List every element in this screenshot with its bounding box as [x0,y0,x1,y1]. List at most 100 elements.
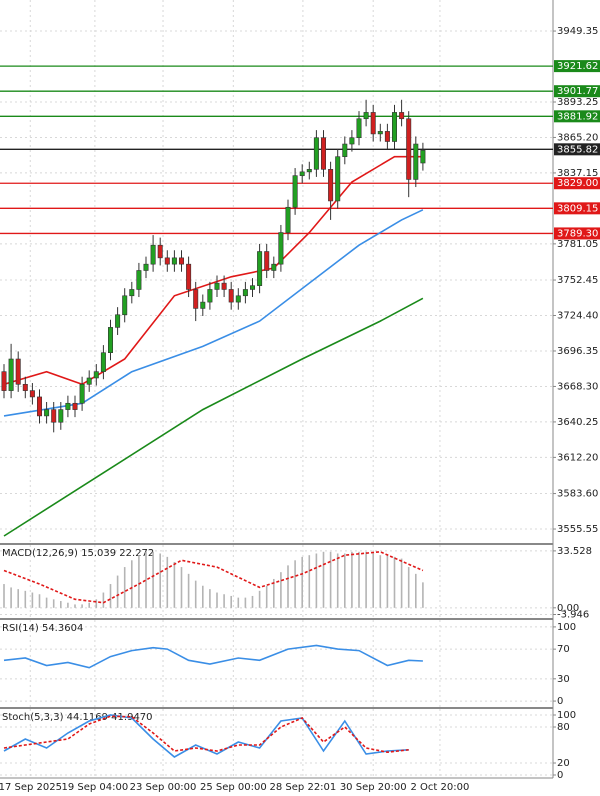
histogram-bar [422,582,424,608]
histogram-bar [393,556,396,608]
candle-body [72,402,78,410]
histogram-bar [81,604,83,608]
candle-body [271,263,277,271]
y-tick-label: 100 [557,710,576,721]
histogram-bar [230,595,232,608]
panel-title: RSI(14) 54.3604 [2,623,83,634]
histogram-bar [123,567,126,608]
y-tick-label: 3612.20 [557,452,598,463]
histogram-bar [52,599,55,608]
candle-body [264,251,270,271]
y-tick-label: 3865.20 [557,132,598,143]
histogram-bar [194,580,197,608]
candle-body [299,171,305,176]
candle-body [86,377,92,385]
candle-body [399,112,405,120]
candle-body [207,289,213,303]
histogram-bar [301,556,303,608]
candle-body [235,295,241,303]
level-label-box [554,143,600,156]
histogram-bar [223,594,225,608]
histogram-bar [258,590,261,608]
candle-body [228,289,234,303]
histogram-bar [372,553,374,608]
indicator-line [3,297,424,537]
candle-body [200,301,206,309]
candle-body [44,409,50,417]
y-tick-label: 3696.35 [557,346,598,357]
candle-body [51,409,57,423]
candle-body [257,251,263,286]
histogram-bar [294,560,296,608]
candle-body [122,295,128,316]
candle-body [164,257,170,265]
histogram-bar [60,601,62,608]
histogram-bar [159,553,161,608]
candle-body [8,358,14,391]
candle-body [29,390,35,398]
histogram-bar [365,551,367,608]
histogram-bar [145,551,147,608]
histogram-bar [209,589,211,608]
candle-body [413,143,419,180]
y-tick-label: 70 [557,644,570,655]
histogram-bar [322,551,325,608]
y-tick-label: 3781.05 [557,239,598,250]
panel-title: MACD(12,26,9) 15.039 22.272 [2,548,154,559]
candle-body [136,270,142,290]
candle-body [242,289,248,297]
y-tick-label: 30 [557,674,570,685]
candle-body [391,112,397,142]
histogram-bar [407,567,410,608]
x-tick-label: 17 Sep 2025 [0,782,62,793]
histogram-bar [31,592,34,608]
histogram-bar [244,597,247,608]
indicator-line [3,155,423,386]
candle-body [420,150,426,164]
candle-body [179,257,185,265]
x-tick-label: 28 Sep 22:01 [270,782,337,793]
candle-body [370,112,376,135]
histogram-bar [202,585,204,608]
histogram-bar [131,560,133,608]
candle-body [93,371,99,379]
histogram-bar [287,565,289,608]
indicator-line [3,715,409,754]
candle-body [406,118,412,180]
y-tick-label: 3893.25 [557,97,598,108]
level-label-box [554,110,600,123]
histogram-bar [386,555,389,608]
candle-body [79,383,85,404]
y-tick-label: 3837.15 [557,168,598,179]
y-tick-label: 3949.35 [557,26,598,37]
histogram-bar [265,585,268,608]
candle-body [384,131,390,142]
histogram-bar [336,553,339,608]
candle-body [58,409,64,423]
x-tick-label: 23 Sep 00:00 [130,782,197,793]
candle-body [150,244,156,265]
histogram-bar [379,555,382,608]
level-label: 3789.30 [557,228,598,239]
candle-body [65,402,71,410]
y-tick-label: 80 [557,722,570,733]
candle-body [250,285,256,290]
candle-body [278,232,284,265]
y-tick-label: 3724.40 [557,311,598,322]
level-label: 3809.15 [557,203,598,214]
histogram-bar [329,551,332,608]
candle-body [15,358,21,385]
indicator-line [3,550,424,604]
candle-body [1,371,7,391]
candle-body [313,137,319,170]
x-tick-label: 25 Sep 00:00 [200,782,267,793]
y-tick-label: 100 [557,622,576,633]
y-tick-label: 3640.25 [557,417,598,428]
candle-body [221,282,227,290]
histogram-bar [109,584,112,608]
y-tick-label: 0.00 [557,603,579,614]
candle-body [349,137,355,145]
x-tick-label: 30 Sep 20:00 [340,782,407,793]
histogram-bar [138,555,140,608]
histogram-bar [344,553,346,608]
